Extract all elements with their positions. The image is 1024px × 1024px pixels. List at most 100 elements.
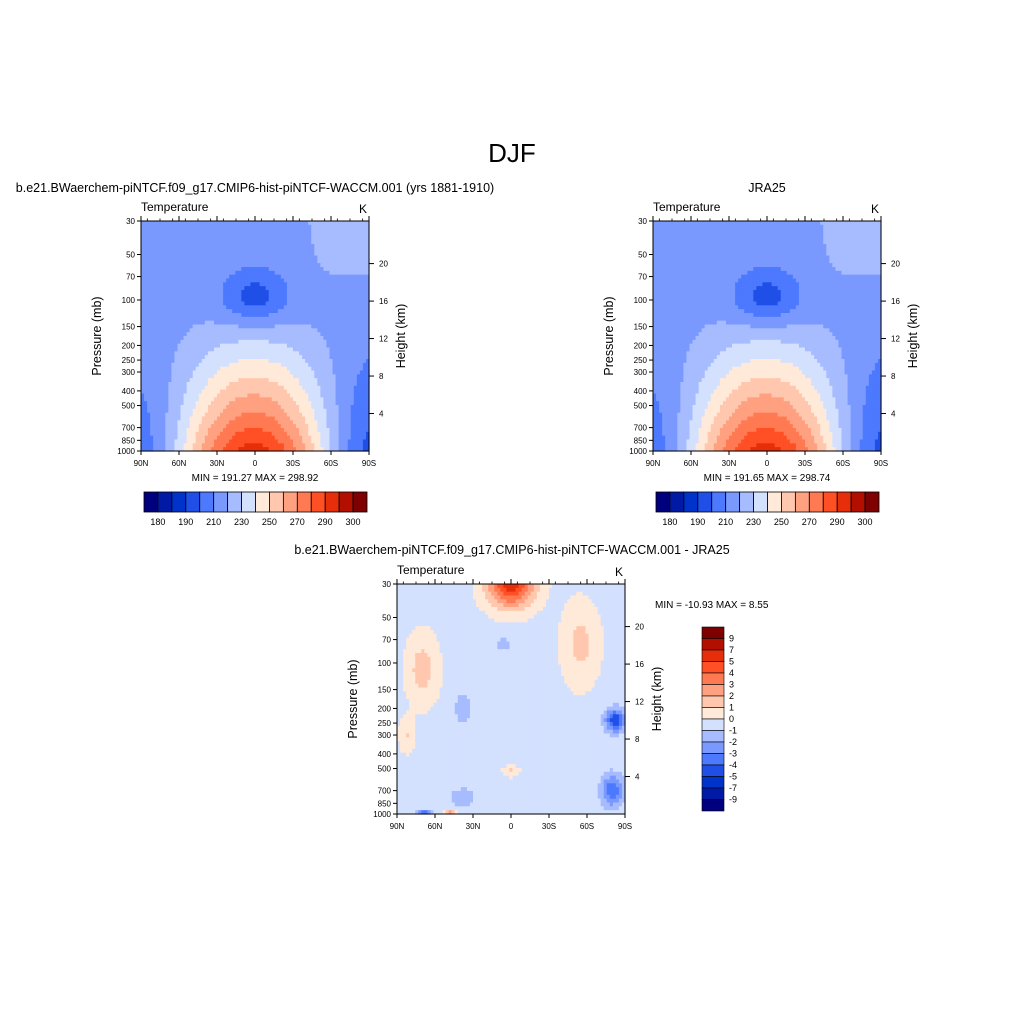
pressure-tick-label: 30 [126,217,135,226]
colorbar-label: 250 [774,517,789,527]
pressure-tick-label: 700 [378,787,392,796]
colorbar-label: 9 [729,634,734,644]
pressure-tick-label: 1000 [373,810,391,819]
colorbar-label: 2 [729,691,734,701]
latitude-tick-label: 60S [836,459,850,468]
colorbar-swatch [683,491,699,513]
colorbar-swatch [255,491,270,513]
height-axis-label: Height (km) [650,667,664,732]
colorbar-swatch [701,764,725,777]
pressure-tick-label: 1000 [629,447,647,456]
colorbar-swatch [669,491,685,513]
pressure-tick-label: 100 [378,659,392,668]
panels: b.e21.BWaerchem-piNTCF.f09_g17.CMIP6-his… [16,181,920,831]
colorbar-swatch [701,695,725,708]
height-axis-label: Height (km) [394,304,408,369]
colorbar-swatch [701,741,725,754]
colorbar-swatch [701,707,725,720]
colorbar-label: 190 [690,517,705,527]
latitude-tick-label: 30S [286,459,300,468]
height-axis: 20 16 12 8 4 [369,260,388,419]
pressure-tick-label: 250 [122,356,136,365]
height-tick-label: 8 [891,372,896,381]
colorbar-swatch [701,799,725,812]
field-name-label: Temperature [653,200,721,214]
colorbar-label: 270 [802,517,817,527]
colorbar-swatch [171,491,187,513]
colorbar-swatch [352,491,368,513]
pressure-tick-label: 700 [634,424,648,433]
height-tick-label: 20 [379,260,388,269]
latitude-tick-label: 30S [542,822,556,831]
chart-panel-3: b.e21.BWaerchem-piNTCF.f09_g17.CMIP6-his… [294,543,768,831]
colorbar-swatch [701,730,725,743]
chart-panel-1: b.e21.BWaerchem-piNTCF.f09_g17.CMIP6-his… [16,181,494,527]
colorbar-swatch [701,638,725,651]
colorbar: 180 190 210 230 250 270 290 300 [655,491,880,527]
pressure-tick-label: 150 [122,323,136,332]
colorbar: 180 190 210 230 250 270 290 300 [143,491,368,527]
pressure-tick-label: 400 [378,750,392,759]
pressure-tick-label: 850 [122,436,136,445]
latitude-axis: 90N 60N 30N 0 30S 60S 90S [390,579,632,831]
latitude-tick-label: 0 [509,822,514,831]
colorbar-swatch [781,491,796,513]
colorbar-label: 5 [729,657,734,667]
latitude-tick-label: 90N [134,459,149,468]
colorbar-swatch [701,776,725,789]
colorbar-label: 7 [729,645,734,655]
units-label: K [615,565,623,579]
height-tick-label: 8 [635,735,640,744]
units-label: K [359,202,367,216]
height-tick-label: 16 [891,297,900,306]
colorbar-swatch [753,491,768,513]
height-tick-label: 16 [635,660,644,669]
latitude-tick-label: 30N [466,822,481,831]
colorbar-label: -1 [729,726,737,736]
colorbar-swatch [822,491,838,513]
pressure-tick-label: 70 [638,273,647,282]
colorbar-label: -5 [729,772,737,782]
colorbar-swatch [338,491,354,513]
pressure-tick-label: 70 [382,636,391,645]
latitude-tick-label: 90S [618,822,632,831]
latitude-tick-label: 60S [324,459,338,468]
colorbar-swatch [213,491,229,513]
min-max-stats: MIN = -10.93 MAX = 8.55 [655,600,769,611]
colorbar-label: 270 [290,517,305,527]
pressure-tick-label: 100 [634,296,648,305]
field-name-label: Temperature [397,563,465,577]
pressure-tick-label: 300 [378,731,392,740]
colorbar-swatch [794,491,810,513]
height-axis: 20 16 12 8 4 [881,260,900,419]
colorbar-label: -7 [729,783,737,793]
latitude-axis: 90N 60N 30N 0 30S 60S 90S [646,216,888,468]
pressure-tick-label: 50 [382,614,391,623]
pressure-tick-label: 150 [378,686,392,695]
pressure-tick-label: 1000 [117,447,135,456]
pressure-tick-label: 850 [378,799,392,808]
colorbar-label: 210 [718,517,733,527]
pressure-tick-label: 500 [378,765,392,774]
pressure-tick-label: 300 [122,368,136,377]
latitude-tick-label: 0 [253,459,258,468]
pressure-axis: 30 50 70 100 150 200 250 300 400 500 700 850 1000 [629,217,653,456]
colorbar-label: 3 [729,680,734,690]
colorbar-label: 230 [234,517,249,527]
height-tick-label: 16 [379,297,388,306]
pressure-tick-label: 70 [126,273,135,282]
height-axis-label: Height (km) [906,304,920,369]
colorbar-swatch [310,491,326,513]
pressure-tick-label: 200 [122,341,136,350]
latitude-tick-label: 60S [580,822,594,831]
height-tick-label: 12 [635,698,644,707]
latitude-tick-label: 90N [646,459,661,468]
pressure-tick-label: 100 [122,296,136,305]
height-tick-label: 8 [379,372,384,381]
pressure-tick-label: 30 [382,580,391,589]
colorbar-swatch [227,491,242,513]
colorbar-swatch [185,491,201,513]
pressure-tick-label: 50 [126,251,135,260]
